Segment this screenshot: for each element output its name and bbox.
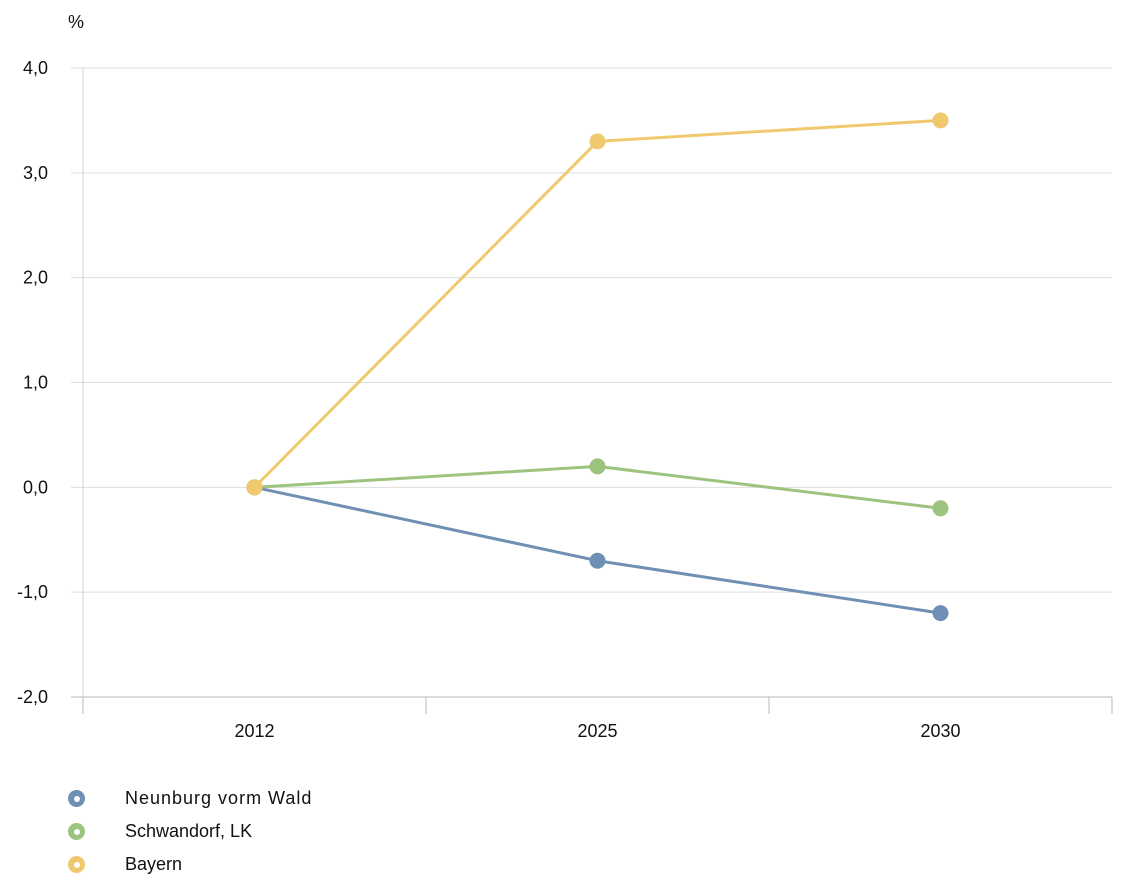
series-line <box>253 485 942 615</box>
y-tick-label: 2,0 <box>23 268 48 288</box>
legend-marker-dot <box>73 828 80 835</box>
tick-labels: 4,0 3,0 2,0 1,0 0,0 -1,0 -2,0 2012 2025 2030 <box>17 58 961 741</box>
y-tick-label: -2,0 <box>17 687 48 707</box>
x-tick-label: 2025 <box>577 721 617 741</box>
data-point[interactable] <box>932 500 949 517</box>
data-point[interactable] <box>589 133 606 150</box>
legend-label: Neunburg vorm Wald <box>125 788 313 808</box>
data-point[interactable] <box>589 552 606 569</box>
series-neunburg-vorm-wald <box>246 479 949 622</box>
data-point[interactable] <box>932 605 949 622</box>
x-tick-label: 2030 <box>920 721 960 741</box>
y-tick-label: 0,0 <box>23 477 48 497</box>
legend-marker-dot <box>73 795 80 802</box>
legend-item[interactable]: Bayern <box>68 848 668 881</box>
legend-label: Schwandorf, LK <box>125 821 253 841</box>
legend: Neunburg vorm Wald Schwandorf, LK Bayern <box>68 782 668 881</box>
legend-label: Bayern <box>125 854 183 874</box>
y-tick-label: 3,0 <box>23 163 48 183</box>
legend-marker-icon <box>68 823 85 840</box>
y-tick-label: 1,0 <box>23 373 48 393</box>
axes <box>82 68 1113 714</box>
x-tick-label: 2012 <box>234 721 274 741</box>
legend-marker-icon <box>68 790 85 807</box>
data-point[interactable] <box>246 479 263 496</box>
legend-item[interactable]: Schwandorf, LK <box>68 815 668 848</box>
data-point[interactable] <box>589 458 606 475</box>
legend-item[interactable]: Neunburg vorm Wald <box>68 782 668 815</box>
legend-marker-icon <box>68 856 85 873</box>
y-axis-unit-label: % <box>68 12 84 32</box>
series-lines <box>246 112 949 622</box>
data-point[interactable] <box>932 112 949 129</box>
series-line <box>253 118 942 489</box>
grid-lines <box>71 67 1112 698</box>
y-tick-label: 4,0 <box>23 58 48 78</box>
y-tick-label: -1,0 <box>17 582 48 602</box>
series-bayern <box>246 112 949 496</box>
legend-marker-dot <box>73 861 80 868</box>
chart-svg: % 4,0 3,0 2,0 1,0 0,0 -1,0 -2,0 2012 2025 2030 <box>17 12 1113 741</box>
